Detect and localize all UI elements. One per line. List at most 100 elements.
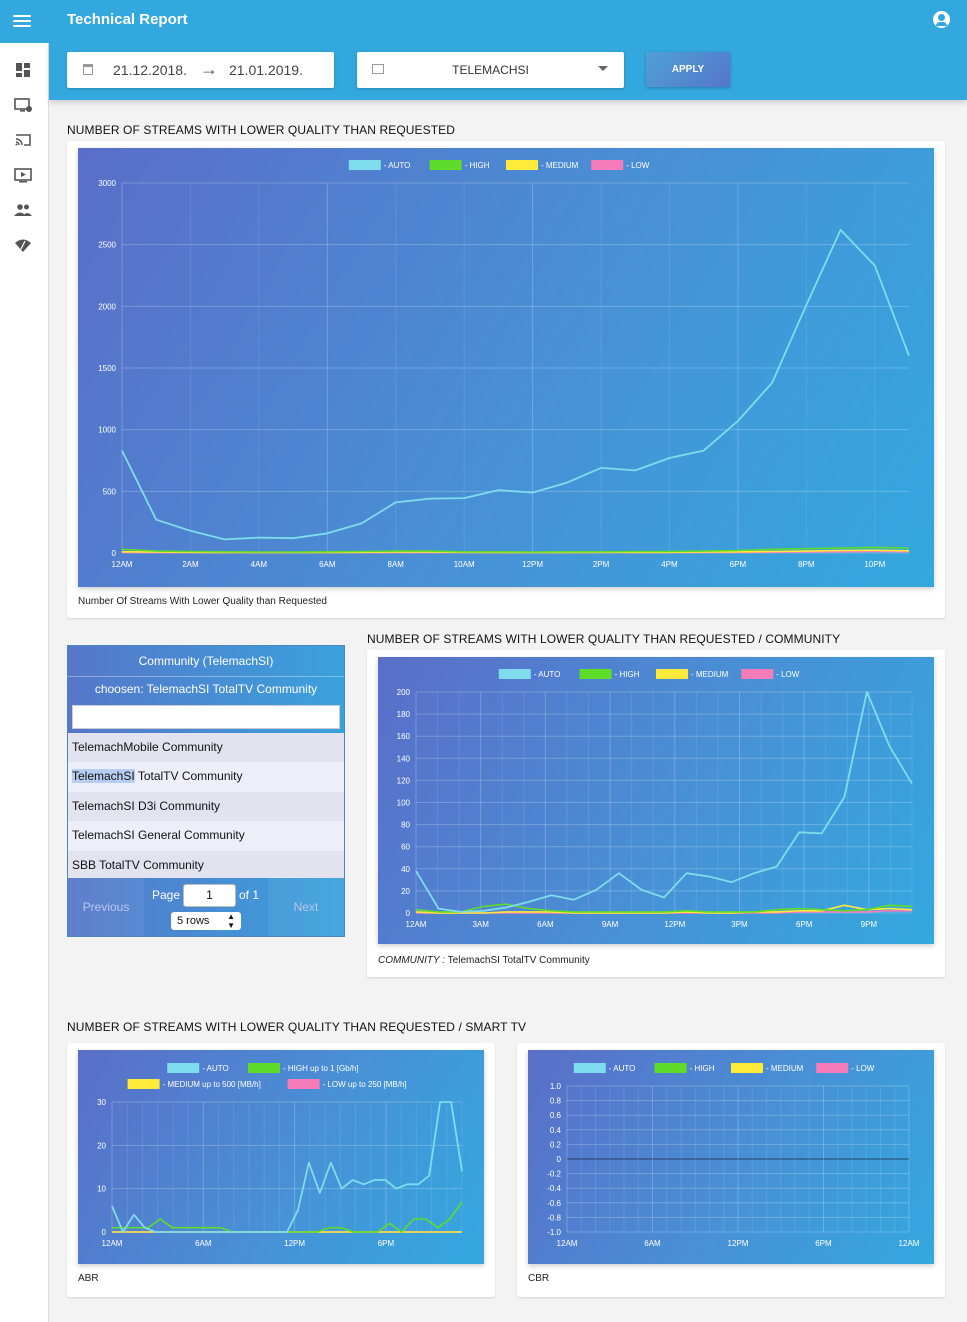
- community-table: Community (TelemachSI) choosen: Telemach…: [67, 645, 345, 937]
- table-row[interactable]: TelemachMobile Community: [68, 733, 344, 763]
- legend-swatch-high: [429, 160, 462, 170]
- provider-value: TELEMACHSI: [452, 63, 529, 77]
- legend-label-auto: - AUTO: [534, 670, 561, 679]
- monitor-icon[interactable]: [13, 95, 33, 115]
- legend-swatch-medium: [127, 1079, 160, 1089]
- community-table-title: Community (TelemachSI): [68, 646, 344, 677]
- y-tick-label: -0.4: [547, 1184, 561, 1193]
- y-tick-label: 1.0: [550, 1082, 562, 1091]
- x-tick-label: 2PM: [593, 560, 610, 569]
- y-tick-label: 1500: [98, 364, 116, 373]
- top-app-bar: Technical Report: [0, 0, 967, 43]
- x-tick-label: 6PM: [730, 560, 747, 569]
- x-tick-label: 6AM: [195, 1239, 212, 1248]
- y-tick-label: 3000: [98, 179, 116, 188]
- apply-button[interactable]: APPLY: [646, 52, 730, 87]
- y-tick-label: 120: [397, 776, 411, 785]
- date-to[interactable]: 21.01.2019.: [229, 62, 303, 78]
- legend-label-high: - HIGH: [615, 670, 640, 679]
- y-tick-label: 80: [401, 821, 410, 830]
- rows-option: 5 rows: [177, 915, 210, 927]
- caption-value: TelemachSI TotalTV Community: [447, 955, 590, 966]
- legend-swatch-medium: [506, 160, 538, 170]
- series-line-auto: [415, 691, 913, 913]
- y-tick-label: 140: [397, 754, 411, 763]
- dashboard-icon[interactable]: [13, 60, 33, 80]
- community-chosen: choosen: TelemachSI TotalTV Community: [68, 677, 344, 703]
- legend-swatch-low: [816, 1063, 849, 1073]
- x-tick-label: 10PM: [864, 560, 885, 569]
- selected-text-highlight: TelemachSI: [72, 769, 135, 784]
- y-tick-label: 20: [401, 887, 410, 896]
- caption-label: COMMUNITY :: [378, 955, 446, 966]
- y-tick-label: 2500: [98, 241, 116, 250]
- legend-swatch-low: [741, 669, 774, 679]
- series-line-high: [121, 546, 910, 553]
- x-tick-label: 12PM: [522, 560, 543, 569]
- legend-label-auto: - AUTO: [202, 1064, 229, 1073]
- community-chart-caption: COMMUNITY : TelemachSI TotalTV Community: [378, 955, 590, 966]
- legend-swatch-high: [654, 1063, 687, 1073]
- y-tick-label: 2000: [98, 302, 116, 311]
- section-heading-overall: NUMBER OF STREAMS WITH LOWER QUALITY THA…: [67, 123, 456, 137]
- hamburger-menu-icon[interactable]: [13, 12, 31, 30]
- y-tick-label: 100: [397, 799, 411, 808]
- legend-label-low: - LOW: [626, 161, 650, 170]
- table-row[interactable]: TelemachSI D3i Community: [68, 791, 344, 822]
- legend-swatch-medium: [656, 669, 688, 679]
- up-down-icon: ▲ ▼: [227, 912, 235, 930]
- table-row[interactable]: TelemachSI General Community: [68, 821, 344, 851]
- legend-label-medium: - MEDIUM: [766, 1064, 804, 1073]
- legend-swatch-high: [579, 669, 612, 679]
- legend-label-low: - LOW up to 250 [MB/h]: [323, 1080, 407, 1089]
- x-tick-label: 12AM: [102, 1239, 123, 1248]
- next-button[interactable]: Next: [268, 878, 344, 936]
- x-tick-label: 3AM: [472, 920, 489, 929]
- previous-button[interactable]: Previous: [68, 878, 144, 936]
- overall-chart-svg: - AUTO - HIGH - MEDIUM - LOW 0 500 1000 1500 200…: [98, 160, 910, 569]
- community-filter-input[interactable]: [72, 705, 340, 729]
- table-row[interactable]: SBB TotalTV Community: [68, 850, 344, 880]
- x-tick-label: 3PM: [731, 920, 748, 929]
- x-tick-label: 12AM: [112, 560, 133, 569]
- cast-icon: [372, 64, 384, 74]
- x-tick-label: 4AM: [251, 560, 268, 569]
- legend-label-medium: - MEDIUM up to 500 [MB/h]: [163, 1080, 261, 1089]
- pagination-bar: Previous Page 1 of 1 5 rows ▲ ▼ Next: [68, 878, 344, 936]
- people-icon[interactable]: [13, 200, 33, 220]
- legend-label-high: - HIGH up to 1 [Gb/h]: [283, 1064, 359, 1073]
- chevron-down-icon: [598, 66, 608, 71]
- page-number-input[interactable]: 1: [183, 884, 236, 907]
- legend-label-auto: - AUTO: [384, 161, 411, 170]
- legend-label-high: - HIGH: [690, 1064, 715, 1073]
- legend-swatch-high: [248, 1063, 280, 1073]
- x-tick-label: 8PM: [798, 560, 815, 569]
- rows-per-page-select[interactable]: 5 rows ▲ ▼: [171, 912, 241, 930]
- provider-select[interactable]: TELEMACHSI: [357, 52, 624, 88]
- cbr-chart-caption: CBR: [528, 1273, 550, 1284]
- series-line-auto: [121, 229, 910, 541]
- y-tick-label: 10: [97, 1185, 106, 1194]
- x-tick-label: 12PM: [728, 1239, 749, 1248]
- date-from[interactable]: 21.12.2018.: [113, 62, 187, 78]
- x-tick-label: 6AM: [644, 1239, 661, 1248]
- series-line-auto: [111, 1101, 463, 1233]
- date-range-picker[interactable]: 21.12.2018. → 21.01.2019.: [67, 52, 334, 88]
- x-tick-label: 8AM: [388, 560, 405, 569]
- wifi-icon[interactable]: [13, 235, 33, 255]
- x-tick-label: 9PM: [861, 920, 878, 929]
- table-row[interactable]: TelemachSI TotalTV Community: [68, 762, 344, 792]
- y-tick-label: 0.2: [550, 1140, 562, 1149]
- section-heading-community: NUMBER OF STREAMS WITH LOWER QUALITY THA…: [367, 632, 841, 646]
- tv-play-icon[interactable]: [13, 165, 33, 185]
- cast-icon[interactable]: [13, 130, 33, 150]
- legend-swatch-auto: [348, 160, 381, 170]
- filter-bar: 21.12.2018. → 21.01.2019. TELEMACHSI APP…: [49, 43, 967, 100]
- y-tick-label: 30: [97, 1098, 106, 1107]
- x-tick-label: 6AM: [537, 920, 554, 929]
- y-tick-label: 0: [112, 549, 117, 558]
- account-icon[interactable]: [933, 11, 950, 28]
- x-tick-label: 10AM: [454, 560, 475, 569]
- legend-swatch-auto: [573, 1063, 606, 1073]
- legend-swatch-low: [591, 160, 624, 170]
